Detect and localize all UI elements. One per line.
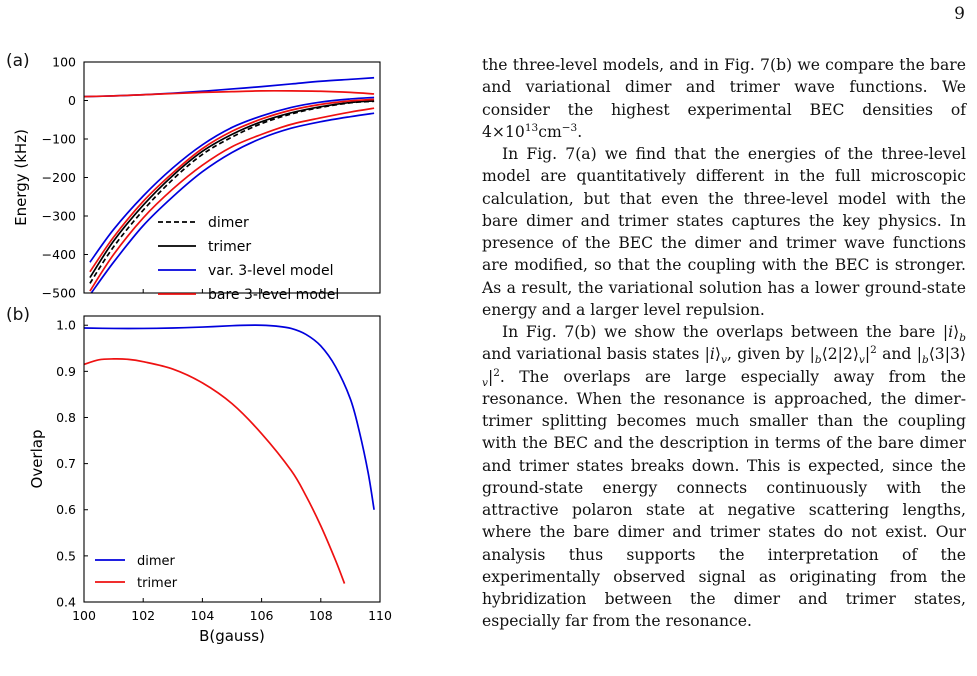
density-unit: cm bbox=[538, 122, 562, 141]
series-line-bare-3-level-model bbox=[89, 98, 375, 273]
p3-ket-2: ⟩ bbox=[714, 345, 722, 364]
energy-plot-frame bbox=[83, 61, 381, 294]
p3-sub-v: v bbox=[482, 376, 488, 389]
x-tick-label: 102 bbox=[131, 608, 155, 623]
p3-sub-b: b bbox=[814, 354, 822, 367]
p3-square: 2 bbox=[870, 344, 877, 357]
legend-label: trimer bbox=[137, 576, 178, 591]
series-line-var-3-level-model bbox=[89, 96, 375, 263]
density-exponent: 13 bbox=[524, 121, 539, 134]
p3-math-i: i bbox=[709, 345, 715, 364]
legend-label: var. 3-level model bbox=[208, 263, 334, 279]
p3-math-i: i bbox=[948, 323, 954, 341]
overlap-x-axis-label: B(gauss) bbox=[199, 627, 265, 645]
y-tick-label: 0.5 bbox=[56, 548, 76, 563]
body-text: the three-level models, and in Fig. 7(b)… bbox=[482, 54, 966, 633]
y-tick-label: 0.6 bbox=[56, 502, 76, 517]
x-tick-label: 110 bbox=[368, 608, 392, 623]
p3-braket-2: ⟨3|3⟩ bbox=[928, 345, 966, 364]
series-line-unlabeled-7 bbox=[89, 107, 375, 292]
p3-text-3: , given by | bbox=[726, 345, 815, 364]
overlap-legend: dimer trimer bbox=[95, 554, 178, 591]
y-tick-label: −300 bbox=[42, 209, 76, 224]
legend-label: dimer bbox=[208, 215, 249, 231]
overlap-y-axis: 1.0 0.9 0.8 0.7 0.6 0.5 0.4 bbox=[56, 318, 88, 610]
page-number: 9 bbox=[954, 4, 965, 24]
series-line-unlabeled-3 bbox=[84, 76, 375, 98]
paragraph-3: In Fig. 7(b) we show the overlaps betwee… bbox=[482, 321, 966, 633]
panel-label-a: (a) bbox=[6, 51, 30, 71]
legend-label: trimer bbox=[208, 239, 251, 255]
p3-sub-b: b bbox=[921, 354, 929, 367]
p3-text-2: and variational basis states | bbox=[482, 345, 710, 364]
p3-square: 2 bbox=[493, 366, 500, 379]
p3-sub-v: v bbox=[721, 354, 727, 367]
p3-bar: | bbox=[487, 367, 494, 386]
p3-braket-1: ⟨2|2⟩ bbox=[821, 345, 859, 364]
energy-panel: 100 0 −100 −200 −300 −400 −500 Energy (kHz) di… bbox=[12, 55, 381, 303]
y-tick-label: 0.8 bbox=[56, 410, 76, 425]
p3-ket-1: ⟩ bbox=[953, 323, 960, 341]
paragraph-1-text: the three-level models, and in Fig. 7(b)… bbox=[482, 56, 966, 141]
series-line-trimer bbox=[89, 100, 375, 279]
p3-sub-v: v bbox=[858, 354, 865, 367]
y-tick-label: 1.0 bbox=[56, 318, 76, 333]
series-line-trimer bbox=[84, 358, 346, 584]
x-tick-label: 106 bbox=[250, 608, 274, 623]
x-tick-label: 108 bbox=[309, 608, 333, 623]
overlap-x-axis: 100 102 104 106 108 110 bbox=[72, 598, 392, 623]
p3-text-4: and | bbox=[876, 345, 922, 364]
series-line-unlabeled-6 bbox=[84, 89, 375, 98]
paragraph-1: the three-level models, and in Fig. 7(b)… bbox=[482, 54, 966, 143]
p3-text-5: . The overlaps are large especially away… bbox=[482, 367, 966, 631]
paragraph-2: In Fig. 7(a) we find that the energies o… bbox=[482, 145, 966, 319]
p3-sub-b: b bbox=[959, 332, 966, 345]
figure-7: 100 0 −100 −200 −300 −400 −500 Energy (kHz) di… bbox=[12, 55, 392, 646]
overlap-panel: 1.0 0.9 0.8 0.7 0.6 0.5 0.4 100 102 104 106 108 110… bbox=[28, 315, 392, 645]
y-tick-label: 0 bbox=[68, 93, 76, 108]
paragraph-1-end: . bbox=[577, 122, 583, 141]
p3-bar: | bbox=[864, 345, 871, 364]
x-tick-label: 100 bbox=[72, 608, 96, 623]
overlap-plot-frame bbox=[83, 315, 381, 603]
unit-exponent: −3 bbox=[561, 121, 578, 134]
overlap-series-group bbox=[84, 324, 375, 584]
legend-label: dimer bbox=[137, 554, 176, 569]
energy-series-group bbox=[84, 76, 375, 293]
energy-y-axis-label: Energy (kHz) bbox=[12, 129, 30, 226]
y-tick-label: 0.9 bbox=[56, 364, 76, 379]
legend-label: bare 3-level model bbox=[208, 287, 339, 303]
x-tick-label: 104 bbox=[190, 608, 214, 623]
p3-text-1: In Fig. 7(b) we show the overlaps betwee… bbox=[502, 323, 949, 341]
y-tick-label: 0.4 bbox=[56, 595, 76, 610]
y-tick-label: 0.7 bbox=[56, 456, 76, 471]
y-tick-label: 100 bbox=[52, 55, 76, 70]
series-line-dimer bbox=[89, 100, 375, 284]
y-tick-label: −200 bbox=[42, 170, 76, 185]
y-tick-label: −400 bbox=[42, 247, 76, 262]
energy-legend: dimer trimer var. 3-level model bare 3-leve… bbox=[158, 215, 339, 303]
overlap-y-axis-label: Overlap bbox=[28, 430, 46, 489]
series-line-dimer bbox=[84, 324, 375, 510]
energy-y-axis: 100 0 −100 −200 −300 −400 −500 bbox=[42, 55, 88, 301]
energy-x-ticks bbox=[83, 289, 381, 293]
panel-label-b: (b) bbox=[6, 305, 31, 325]
y-tick-label: −500 bbox=[42, 286, 76, 301]
series-line-unlabeled-4 bbox=[90, 112, 375, 293]
y-tick-label: −100 bbox=[42, 132, 76, 147]
